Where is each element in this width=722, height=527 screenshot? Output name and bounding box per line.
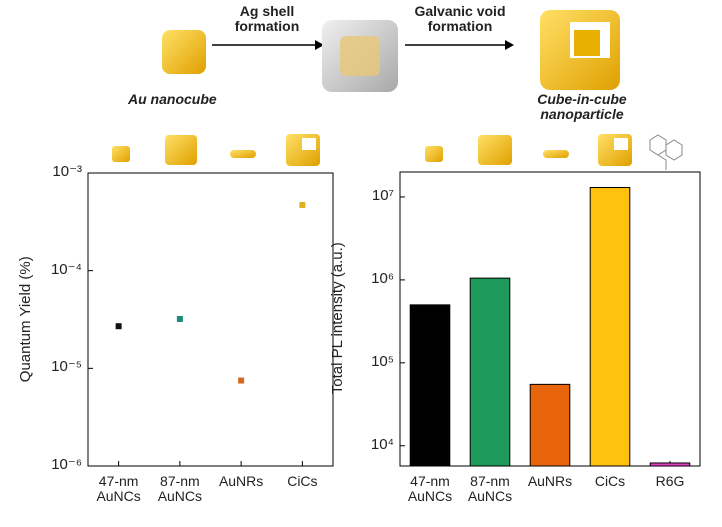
schematic — [112, 10, 683, 170]
x-tick-label: AuNRs — [527, 473, 573, 489]
bar — [589, 187, 631, 467]
y-tick-label: 10⁻⁵ — [51, 358, 82, 376]
arrow-head — [315, 40, 324, 50]
y-tick-label: 10⁶ — [371, 269, 394, 287]
arrow-head — [505, 40, 514, 50]
inner-cube — [574, 30, 600, 56]
x-tick-label: 87-nm AuNCs — [157, 473, 203, 505]
y-tick-label: 10⁻⁶ — [51, 456, 82, 473]
bar — [649, 462, 691, 467]
y-tick-label: 10⁻³ — [52, 163, 82, 180]
au-nanocube — [162, 30, 206, 74]
point — [299, 202, 306, 209]
x-tick-label: 47-nm AuNCs — [96, 473, 141, 505]
x-tick-label: AuNRs — [218, 473, 264, 489]
end-label: Cube-in-cube nanoparticle — [537, 91, 627, 123]
point — [238, 377, 245, 384]
y-tick-label: 10⁷ — [371, 186, 394, 204]
point — [115, 323, 122, 330]
icons — [112, 134, 683, 170]
x-tick-label: 87-nm AuNCs — [467, 473, 513, 505]
bar — [409, 304, 451, 467]
bar — [529, 383, 571, 467]
x-tick-label: R6G — [655, 473, 685, 489]
y-tick-label: 10⁴ — [370, 435, 394, 453]
x-tick-label: 47-nm AuNCs — [407, 473, 453, 505]
step-label: Galvanic void formation — [414, 3, 506, 35]
plot-frame — [87, 172, 334, 467]
bar — [469, 277, 511, 467]
y-tick-label: 10⁵ — [371, 352, 394, 370]
x-tick-label: CiCs — [594, 473, 626, 489]
x-tick-label: CiCs — [287, 473, 318, 489]
y-axis-title: Quantum Yield (%) — [16, 255, 34, 382]
y-axis-title: Total PL intensity (a.u.) — [328, 242, 346, 395]
point — [176, 315, 183, 322]
y-tick-label: 10⁻⁴ — [50, 260, 82, 278]
step-label: Ag shell formation — [234, 3, 300, 35]
core — [340, 36, 380, 76]
start-label: Au nanocube — [128, 91, 217, 107]
